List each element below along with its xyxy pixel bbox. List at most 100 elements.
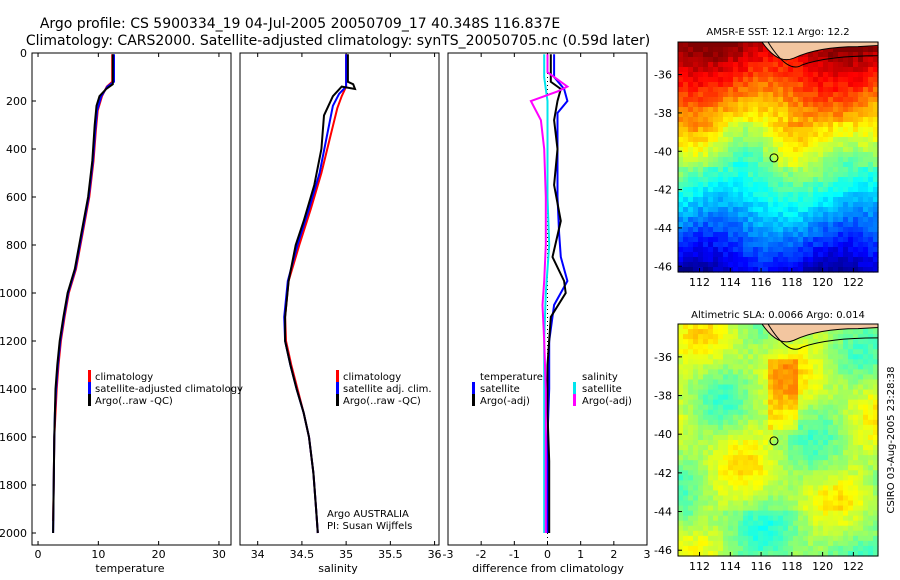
heatmap-cell — [723, 42, 729, 48]
heatmap-cell — [678, 247, 684, 253]
heatmap-cell — [688, 455, 694, 461]
heatmap-cell — [868, 102, 874, 108]
heatmap-cell — [788, 82, 794, 88]
heatmap-cell — [823, 192, 829, 198]
heatmap-cell — [868, 434, 874, 441]
heatmap-cell — [733, 334, 739, 340]
heatmap-cell — [713, 374, 719, 381]
heatmap-cell — [863, 242, 869, 248]
heatmap-cell — [788, 92, 794, 98]
heatmap-cell — [743, 42, 749, 48]
heatmap-cell — [818, 77, 824, 83]
heatmap-cell — [723, 132, 729, 138]
heatmap-cell — [803, 97, 809, 103]
heatmap-cell — [858, 485, 864, 492]
heatmap-cell — [803, 222, 809, 228]
heatmap-cell — [858, 157, 864, 163]
heatmap-cell — [688, 485, 694, 492]
heatmap-cell — [803, 102, 809, 108]
heatmap-cell — [803, 127, 809, 133]
heatmap-cell — [753, 485, 759, 492]
heatmap-cell — [858, 47, 864, 53]
heatmap-cell — [808, 500, 814, 507]
heatmap-cell — [738, 107, 744, 113]
heatmap-cell — [728, 137, 734, 143]
heatmap-cell — [858, 424, 864, 431]
heatmap-cell — [678, 515, 684, 522]
heatmap-cell — [833, 47, 839, 53]
heatmap-cell — [713, 535, 719, 542]
heatmap-cell — [793, 495, 799, 502]
heatmap-cell — [768, 67, 774, 73]
heatmap-cell — [728, 57, 734, 63]
heatmap-cell — [843, 384, 849, 391]
heatmap-cell — [858, 455, 864, 461]
heatmap-cell — [693, 172, 699, 178]
heatmap-cell — [708, 550, 714, 557]
heatmap-cell — [713, 470, 719, 476]
heatmap-cell — [873, 122, 879, 128]
heatmap-cell — [678, 424, 684, 431]
heatmap-cell — [843, 217, 849, 223]
heatmap-cell — [728, 450, 734, 456]
heatmap-cell — [723, 162, 729, 168]
heatmap-cell — [843, 490, 849, 497]
heatmap-cell — [873, 505, 879, 512]
heatmap-cell — [763, 87, 769, 93]
heatmap-cell — [793, 92, 799, 98]
heatmap-cell — [793, 257, 799, 263]
heatmap-cell — [843, 364, 849, 370]
heatmap-cell — [873, 267, 879, 273]
heatmap-cell — [713, 364, 719, 370]
heatmap-cell — [858, 475, 864, 481]
heatmap-cell — [793, 197, 799, 203]
heatmap-cell — [683, 87, 689, 93]
heatmap-cell — [818, 409, 824, 416]
heatmap-cell — [768, 450, 774, 456]
heatmap-cell — [873, 52, 879, 58]
heatmap-cell — [733, 187, 739, 193]
heatmap-cell — [713, 359, 719, 365]
heatmap-cell — [848, 107, 854, 113]
heatmap-cell — [868, 525, 874, 532]
heatmap-cell — [783, 510, 789, 517]
heatmap-cell — [863, 480, 869, 486]
heatmap-cell — [798, 252, 804, 258]
heatmap-cell — [683, 162, 689, 168]
heatmap-cell — [718, 404, 724, 411]
heatmap-cell — [793, 192, 799, 198]
heatmap-cell — [728, 202, 734, 208]
heatmap-cell — [838, 122, 844, 128]
heatmap-cell — [728, 475, 734, 481]
heatmap-cell — [838, 262, 844, 268]
heatmap-cell — [773, 72, 779, 78]
heatmap-cell — [868, 132, 874, 138]
heatmap-cell — [863, 490, 869, 497]
heatmap-cell — [873, 414, 879, 421]
heatmap-cell — [753, 344, 759, 350]
heatmap-cell — [688, 490, 694, 497]
heatmap-cell — [778, 232, 784, 238]
heatmap-cell — [868, 535, 874, 542]
heatmap-cell — [873, 147, 879, 153]
heatmap-cell — [753, 525, 759, 532]
heatmap-cell — [823, 510, 829, 517]
heatmap-cell — [773, 172, 779, 178]
heatmap-cell — [763, 339, 769, 345]
heatmap-cell — [843, 57, 849, 63]
heatmap-cell — [688, 389, 694, 396]
heatmap-cell — [763, 72, 769, 78]
heatmap-cell — [853, 167, 859, 173]
heatmap-cell — [783, 257, 789, 263]
heatmap-cell — [783, 202, 789, 208]
heatmap-cell — [873, 137, 879, 143]
heatmap-cell — [733, 147, 739, 153]
legend-swatch-argo — [88, 394, 91, 406]
heatmap-cell — [813, 384, 819, 391]
heatmap-cell — [678, 384, 684, 391]
heatmap-cell — [723, 237, 729, 243]
heatmap-cell — [703, 252, 709, 258]
heatmap-cell — [698, 495, 704, 502]
heatmap-cell — [718, 152, 724, 158]
heatmap-cell — [848, 429, 854, 436]
